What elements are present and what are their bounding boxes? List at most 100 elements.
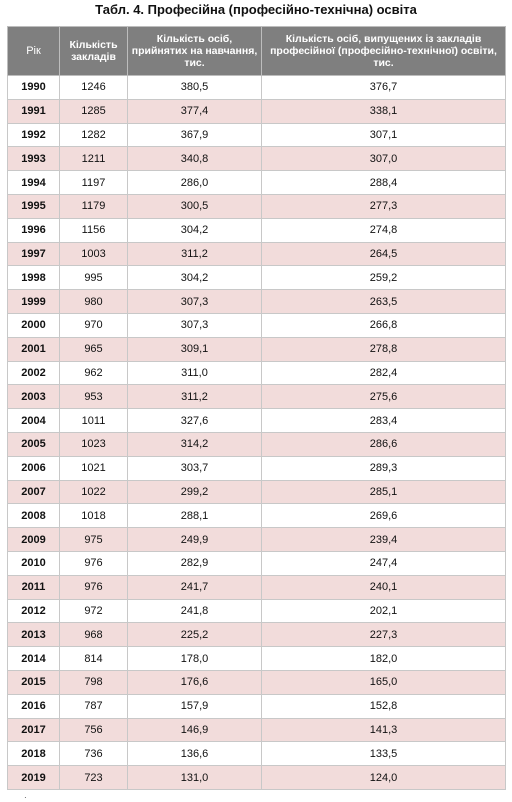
cell-graduated: 239,4 bbox=[261, 527, 506, 552]
cell-graduated: 283,4 bbox=[261, 408, 506, 433]
cell-year: 2009 bbox=[7, 527, 60, 552]
cell-admitted: 225,2 bbox=[127, 622, 262, 648]
cell-institutions: 975 bbox=[59, 527, 128, 552]
cell-year: 2010 bbox=[7, 550, 60, 576]
cell-admitted: 304,2 bbox=[127, 217, 262, 243]
table-title: Табл. 4. Професійна (професійно-технічна… bbox=[95, 2, 417, 17]
cell-institutions: 1156 bbox=[59, 217, 128, 243]
table-row: 2016 787 157,9 152,8 bbox=[7, 693, 506, 719]
cell-institutions: 723 bbox=[59, 765, 128, 790]
cell-year: 1998 bbox=[7, 265, 60, 291]
cell-admitted: 299,2 bbox=[127, 479, 262, 505]
cell-year: 2007 bbox=[7, 479, 60, 505]
cell-institutions: 976 bbox=[59, 550, 128, 576]
cell-admitted: 314,2 bbox=[127, 431, 262, 457]
cell-admitted: 178,0 bbox=[127, 646, 262, 671]
cell-admitted: 157,9 bbox=[127, 693, 262, 719]
cell-admitted: 304,2 bbox=[127, 265, 262, 291]
cell-year: 2002 bbox=[7, 360, 60, 386]
cell-graduated: 274,8 bbox=[261, 217, 506, 243]
cell-institutions: 1197 bbox=[59, 170, 128, 195]
cell-graduated: 289,3 bbox=[261, 455, 506, 481]
cell-graduated: 202,1 bbox=[261, 598, 506, 624]
cell-year: 1997 bbox=[7, 241, 60, 267]
cell-institutions: 1285 bbox=[59, 98, 128, 124]
cell-institutions: 1246 bbox=[59, 75, 128, 100]
cell-institutions: 1023 bbox=[59, 431, 128, 457]
cell-year: 2001 bbox=[7, 336, 60, 362]
cell-admitted: 241,7 bbox=[127, 574, 262, 600]
cell-institutions: 1282 bbox=[59, 122, 128, 148]
cell-institutions: 965 bbox=[59, 336, 128, 362]
table-row: 1991 1285 377,4 338,1 bbox=[7, 98, 506, 124]
cell-year: 1990 bbox=[7, 75, 60, 100]
cell-graduated: 307,1 bbox=[261, 122, 506, 148]
cell-graduated: 247,4 bbox=[261, 550, 506, 576]
cell-admitted: 288,1 bbox=[127, 503, 262, 529]
cell-graduated: 277,3 bbox=[261, 193, 506, 219]
cell-year: 2004 bbox=[7, 408, 60, 433]
table-row: 2014 814 178,0 182,0 bbox=[7, 646, 506, 671]
cell-institutions: 1018 bbox=[59, 503, 128, 529]
cell-year: 2005 bbox=[7, 431, 60, 457]
cell-institutions: 1003 bbox=[59, 241, 128, 267]
cell-admitted: 131,0 bbox=[127, 765, 262, 790]
cell-admitted: 241,8 bbox=[127, 598, 262, 624]
cell-admitted: 282,9 bbox=[127, 550, 262, 576]
table-row: 2015 798 176,6 165,0 bbox=[7, 669, 506, 695]
cell-institutions: 1011 bbox=[59, 408, 128, 433]
cell-admitted: 311,0 bbox=[127, 360, 262, 386]
cell-institutions: 968 bbox=[59, 622, 128, 648]
cell-graduated: 307,0 bbox=[261, 146, 506, 172]
table-row: 2004 1011 327,6 283,4 bbox=[7, 408, 506, 433]
cell-institutions: 970 bbox=[59, 312, 128, 338]
cell-graduated: 376,7 bbox=[261, 75, 506, 100]
cell-admitted: 377,4 bbox=[127, 98, 262, 124]
cell-year: 2000 bbox=[7, 312, 60, 338]
cell-graduated: 133,5 bbox=[261, 741, 506, 767]
table-row: 2008 1018 288,1 269,6 bbox=[7, 503, 506, 529]
cell-graduated: 269,6 bbox=[261, 503, 506, 529]
cell-institutions: 976 bbox=[59, 574, 128, 600]
cell-year: 2015 bbox=[7, 669, 60, 695]
table-row: 1992 1282 367,9 307,1 bbox=[7, 122, 506, 148]
cell-graduated: 165,0 bbox=[261, 669, 506, 695]
cell-institutions: 1211 bbox=[59, 146, 128, 172]
header-admitted: Кількість осіб, прийнятих на навчання, т… bbox=[127, 26, 262, 76]
cell-graduated: 240,1 bbox=[261, 574, 506, 600]
header-year: Рік bbox=[7, 26, 60, 76]
cell-institutions: 995 bbox=[59, 265, 128, 291]
cell-admitted: 146,9 bbox=[127, 717, 262, 743]
cell-year: 2011 bbox=[7, 574, 60, 600]
cell-year: 2008 bbox=[7, 503, 60, 529]
cell-year: 1992 bbox=[7, 122, 60, 148]
table-row: 1994 1197 286,0 288,4 bbox=[7, 170, 506, 195]
table-row: 1996 1156 304,2 274,8 bbox=[7, 217, 506, 243]
table-row: 1998 995 304,2 259,2 bbox=[7, 265, 506, 291]
table-body: 1990 1246 380,5 376,7 1991 1285 377,4 338,1 1992… bbox=[7, 75, 506, 790]
cell-admitted: 136,6 bbox=[127, 741, 262, 767]
table-row: 1990 1246 380,5 376,7 bbox=[7, 75, 506, 100]
cell-graduated: 264,5 bbox=[261, 241, 506, 267]
footer-mark: · bbox=[24, 793, 27, 802]
cell-year: 2016 bbox=[7, 693, 60, 719]
table-row: 2003 953 311,2 275,6 bbox=[7, 384, 506, 410]
cell-graduated: 288,4 bbox=[261, 170, 506, 195]
cell-admitted: 303,7 bbox=[127, 455, 262, 481]
cell-admitted: 327,6 bbox=[127, 408, 262, 433]
cell-admitted: 309,1 bbox=[127, 336, 262, 362]
cell-graduated: 282,4 bbox=[261, 360, 506, 386]
table-row: 2017 756 146,9 141,3 bbox=[7, 717, 506, 743]
table-row: 1999 980 307,3 263,5 bbox=[7, 289, 506, 314]
table-row: 2001 965 309,1 278,8 bbox=[7, 336, 506, 362]
table-row: 2007 1022 299,2 285,1 bbox=[7, 479, 506, 505]
cell-admitted: 340,8 bbox=[127, 146, 262, 172]
cell-admitted: 307,3 bbox=[127, 289, 262, 314]
cell-admitted: 300,5 bbox=[127, 193, 262, 219]
education-table: Рік Кількість закладів Кількість осіб, п… bbox=[7, 26, 506, 790]
table-row: 2019 723 131,0 124,0 bbox=[7, 765, 506, 790]
cell-year: 1991 bbox=[7, 98, 60, 124]
cell-year: 1994 bbox=[7, 170, 60, 195]
cell-graduated: 263,5 bbox=[261, 289, 506, 314]
